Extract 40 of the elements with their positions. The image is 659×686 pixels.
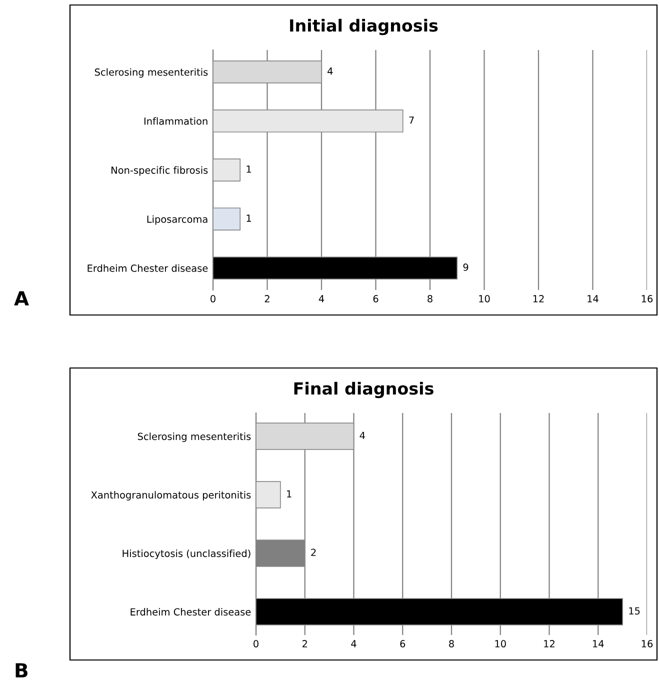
data-label: 2 xyxy=(311,548,316,556)
y-tick-label: Inflammation xyxy=(144,117,208,125)
x-tick-label: 8 xyxy=(428,295,432,302)
x-tick-label: 2 xyxy=(264,295,270,302)
text: B xyxy=(16,663,28,678)
y-tick-label: Xanthogranulomatous peritonitis xyxy=(91,491,251,500)
y-tick-label: Erdheim Chester disease xyxy=(130,608,251,616)
data-label: 4 xyxy=(328,68,333,75)
y-tick-label: Histiocytosis (unclassified) xyxy=(122,550,250,559)
x-tick-label: 4 xyxy=(351,640,356,648)
x-tick-label: 12 xyxy=(533,295,544,302)
x-tick-label: 14 xyxy=(588,295,598,302)
x-tick-label: 6 xyxy=(373,295,378,302)
data-label: 1 xyxy=(246,166,251,173)
x-tick-label: 10 xyxy=(495,640,506,648)
data-label: 7 xyxy=(409,116,414,124)
y-tick-label: Sclerosing mesenteritis xyxy=(94,68,208,78)
data-label: 15 xyxy=(629,607,640,615)
text: A xyxy=(14,291,29,306)
data-label: 9 xyxy=(463,264,468,271)
data-label: 1 xyxy=(287,490,292,498)
x-tick-label: 2 xyxy=(302,640,307,648)
x-tick-label: 4 xyxy=(318,295,324,302)
data-label: 1 xyxy=(246,214,251,222)
x-tick-label: 14 xyxy=(593,640,604,648)
chart-title: Initial diagnosis xyxy=(290,18,438,36)
x-tick-label: 6 xyxy=(400,640,406,648)
x-tick-label: 0 xyxy=(210,295,216,302)
x-tick-label: 16 xyxy=(642,295,653,302)
x-tick-label: 12 xyxy=(544,640,554,648)
x-tick-label: 10 xyxy=(479,295,490,302)
y-tick-label: Sclerosing mesenteritis xyxy=(138,432,251,442)
x-tick-label: 0 xyxy=(254,640,258,648)
data-label: 4 xyxy=(360,432,365,439)
y-tick-label: Liposarcoma xyxy=(147,215,208,225)
x-tick-label: 8 xyxy=(449,640,454,648)
y-tick-label: Erdheim Chester disease xyxy=(88,264,208,272)
x-tick-label: 16 xyxy=(642,640,653,648)
chart-title: Final diagnosis xyxy=(294,382,434,398)
y-tick-label: Non-specific fibrosis xyxy=(112,166,208,176)
